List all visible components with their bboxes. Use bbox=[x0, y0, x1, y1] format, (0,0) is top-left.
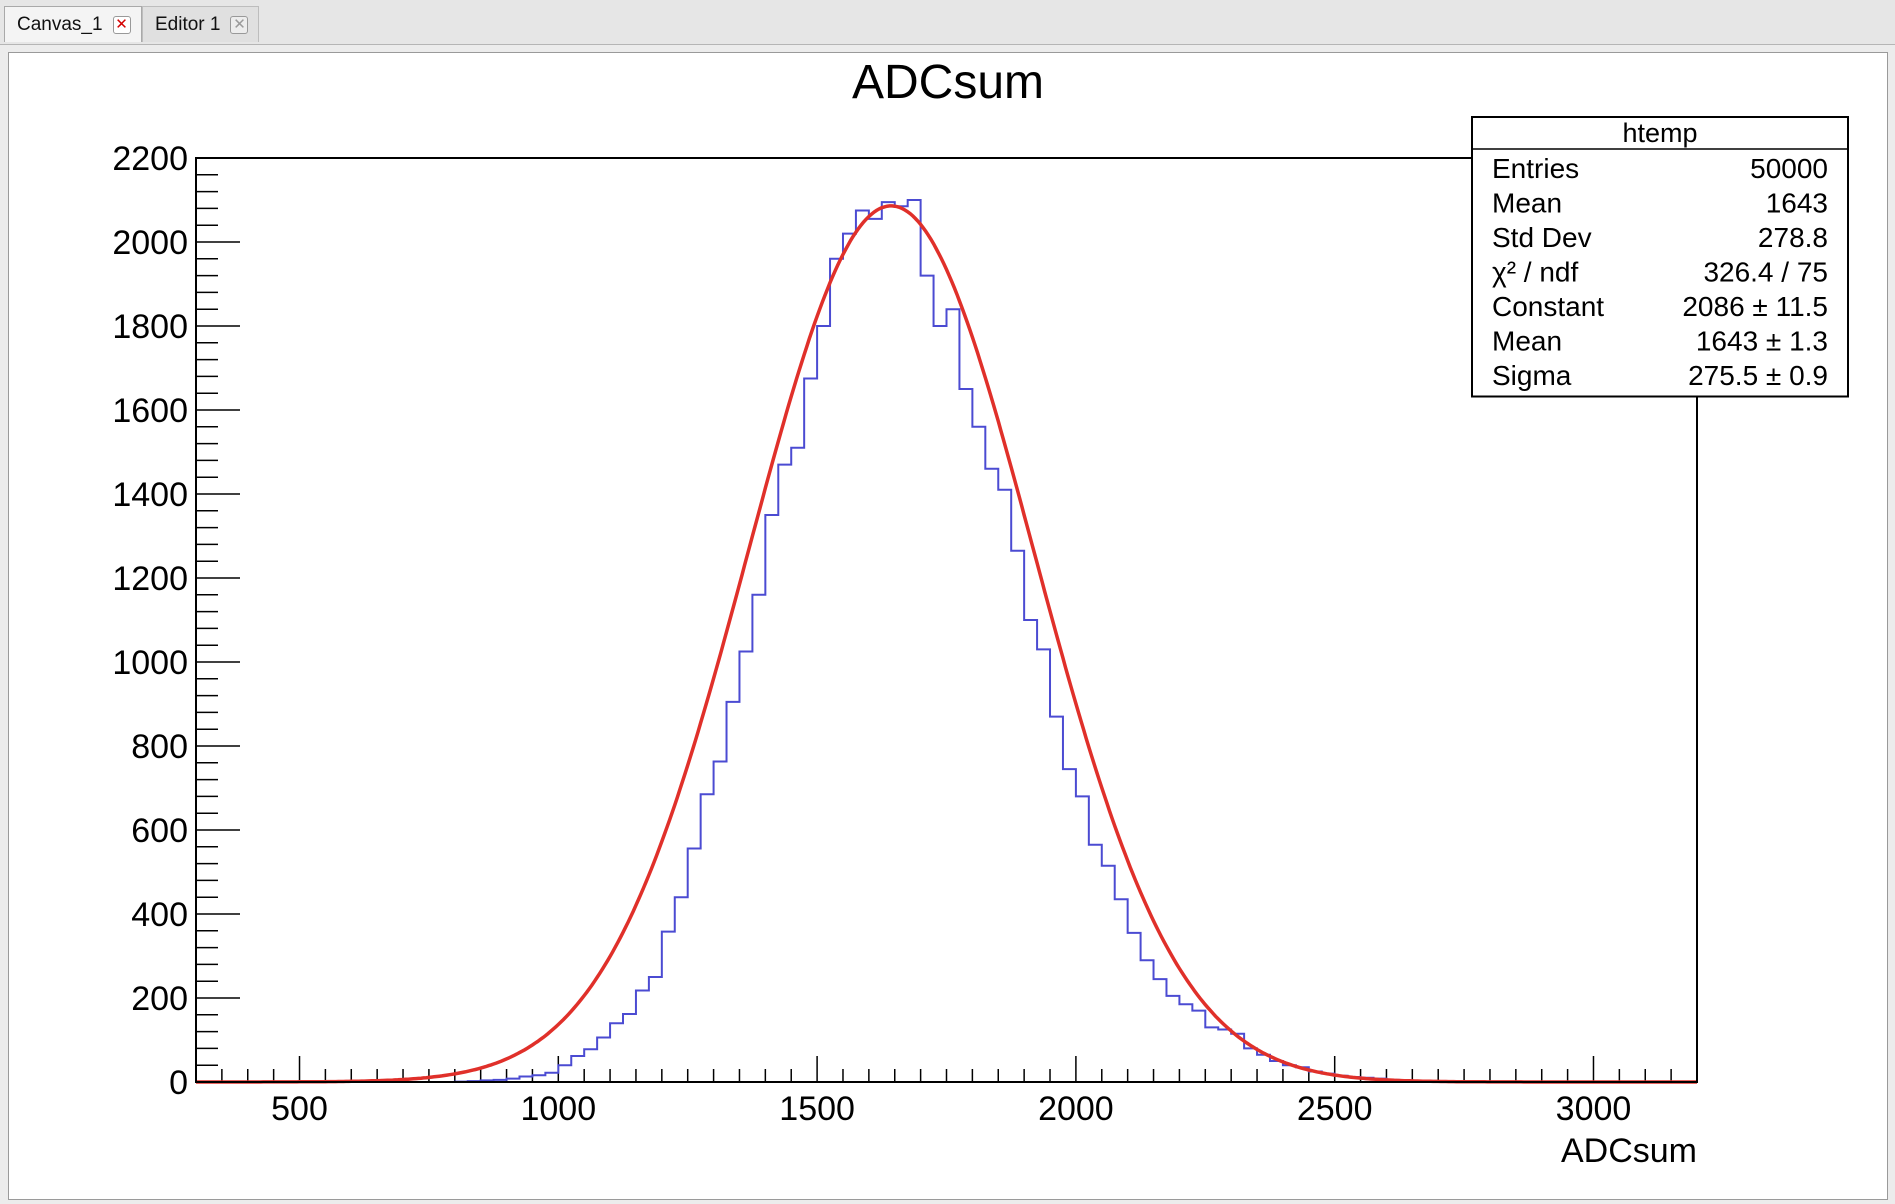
stats-row-label: Entries bbox=[1492, 153, 1579, 184]
y-tick-label: 0 bbox=[169, 1064, 188, 1102]
x-tick-label: 500 bbox=[271, 1090, 328, 1128]
y-tick-label: 2200 bbox=[112, 140, 188, 178]
close-icon[interactable]: ✕ bbox=[112, 15, 131, 34]
y-tick-label: 1400 bbox=[112, 476, 188, 514]
stats-row-value: 1643 ± 1.3 bbox=[1696, 326, 1828, 357]
plot-frame bbox=[195, 157, 1698, 1083]
stats-row-value: 278.8 bbox=[1758, 222, 1828, 253]
x-tick-label: 1500 bbox=[779, 1090, 855, 1128]
tab-editor-1[interactable]: Editor 1 ✕ bbox=[142, 6, 260, 42]
tab-bar: Canvas_1 ✕ Editor 1 ✕ bbox=[0, 0, 1895, 45]
y-tick-label: 1600 bbox=[112, 392, 188, 430]
stats-row-value: 1643 bbox=[1766, 188, 1828, 219]
stats-row-label: Mean bbox=[1492, 326, 1562, 357]
x-axis-label: ADCsum bbox=[1561, 1132, 1697, 1170]
x-tick-label: 2500 bbox=[1297, 1090, 1373, 1128]
chart-title: ADCsum bbox=[852, 56, 1044, 109]
x-tick-label: 3000 bbox=[1556, 1090, 1632, 1128]
tab-label: Editor 1 bbox=[155, 13, 221, 35]
stats-box-frame bbox=[1471, 116, 1849, 398]
stats-row-label: χ² / ndf bbox=[1492, 257, 1579, 288]
stats-row-value: 2086 ± 11.5 bbox=[1682, 291, 1828, 322]
stats-row-value: 50000 bbox=[1750, 153, 1828, 184]
tab-label: Canvas_1 bbox=[17, 13, 103, 35]
stats-box[interactable]: htemp Entries 50000 Mean 1643 Std Dev 278.8 χ² … bbox=[1471, 116, 1849, 398]
stats-row-label: Sigma bbox=[1492, 360, 1572, 391]
stats-row-value: 326.4 / 75 bbox=[1703, 257, 1828, 288]
stats-row-label: Mean bbox=[1492, 188, 1562, 219]
y-tick-label: 400 bbox=[131, 896, 188, 934]
tab-canvas-1[interactable]: Canvas_1 ✕ bbox=[4, 6, 142, 42]
x-tick-label: 2000 bbox=[1038, 1090, 1114, 1128]
y-tick-label: 600 bbox=[131, 812, 188, 850]
stats-row-label: Constant bbox=[1492, 291, 1604, 322]
stats-box-title: htemp bbox=[1622, 118, 1697, 148]
close-icon[interactable]: ✕ bbox=[230, 15, 249, 34]
stats-row-label: Std Dev bbox=[1492, 222, 1592, 253]
axes: 0 200 400 600 800 1000 1200 1400 1600 1800 2000 220… bbox=[112, 140, 1698, 1128]
y-tick-label: 1800 bbox=[112, 308, 188, 346]
stats-row-value: 275.5 ± 0.9 bbox=[1688, 360, 1828, 391]
x-tick-label: 1000 bbox=[520, 1090, 596, 1128]
y-tick-label: 2000 bbox=[112, 224, 188, 262]
y-tick-label: 800 bbox=[131, 728, 188, 766]
y-tick-label: 1200 bbox=[112, 560, 188, 598]
y-tick-label: 1000 bbox=[112, 644, 188, 682]
y-tick-label: 200 bbox=[131, 980, 188, 1018]
